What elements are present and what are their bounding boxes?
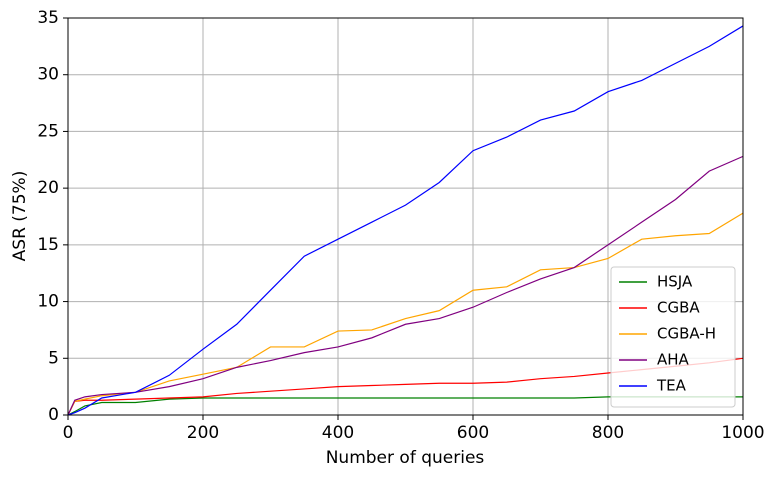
y-tick-label: 20 xyxy=(37,178,59,198)
x-axis-label: Number of queries xyxy=(326,448,485,468)
legend-label: AHA xyxy=(657,351,690,369)
legend-label: CGBA xyxy=(657,299,700,317)
y-tick-label: 30 xyxy=(37,65,59,85)
legend: HSJA CGBA CGBA-H AHA TEA xyxy=(610,266,736,408)
y-tick-label: 15 xyxy=(37,235,59,255)
line-series xyxy=(67,25,744,416)
y-tick-label: 35 xyxy=(37,8,59,28)
x-tick-label: 800 xyxy=(592,423,624,443)
y-tick-label: 0 xyxy=(48,405,59,425)
x-tick-label: 200 xyxy=(187,423,219,443)
legend-label: HSJA xyxy=(657,273,693,291)
legend-label: CGBA-H xyxy=(657,325,716,343)
y-axis-label: ASR (75%) xyxy=(10,171,30,262)
y-tick-label: 10 xyxy=(37,292,59,312)
x-tick-label: 400 xyxy=(322,423,354,443)
x-tick-label: 1000 xyxy=(721,423,764,443)
y-tick-label: 5 xyxy=(48,348,59,368)
y-tick-label: 25 xyxy=(37,121,59,141)
line-series xyxy=(67,155,744,416)
x-tick-label: 0 xyxy=(63,423,74,443)
legend-label: TEA xyxy=(656,377,687,395)
legend-box xyxy=(610,266,736,408)
plot-frame xyxy=(67,17,744,416)
x-tick-label: 600 xyxy=(457,423,489,443)
